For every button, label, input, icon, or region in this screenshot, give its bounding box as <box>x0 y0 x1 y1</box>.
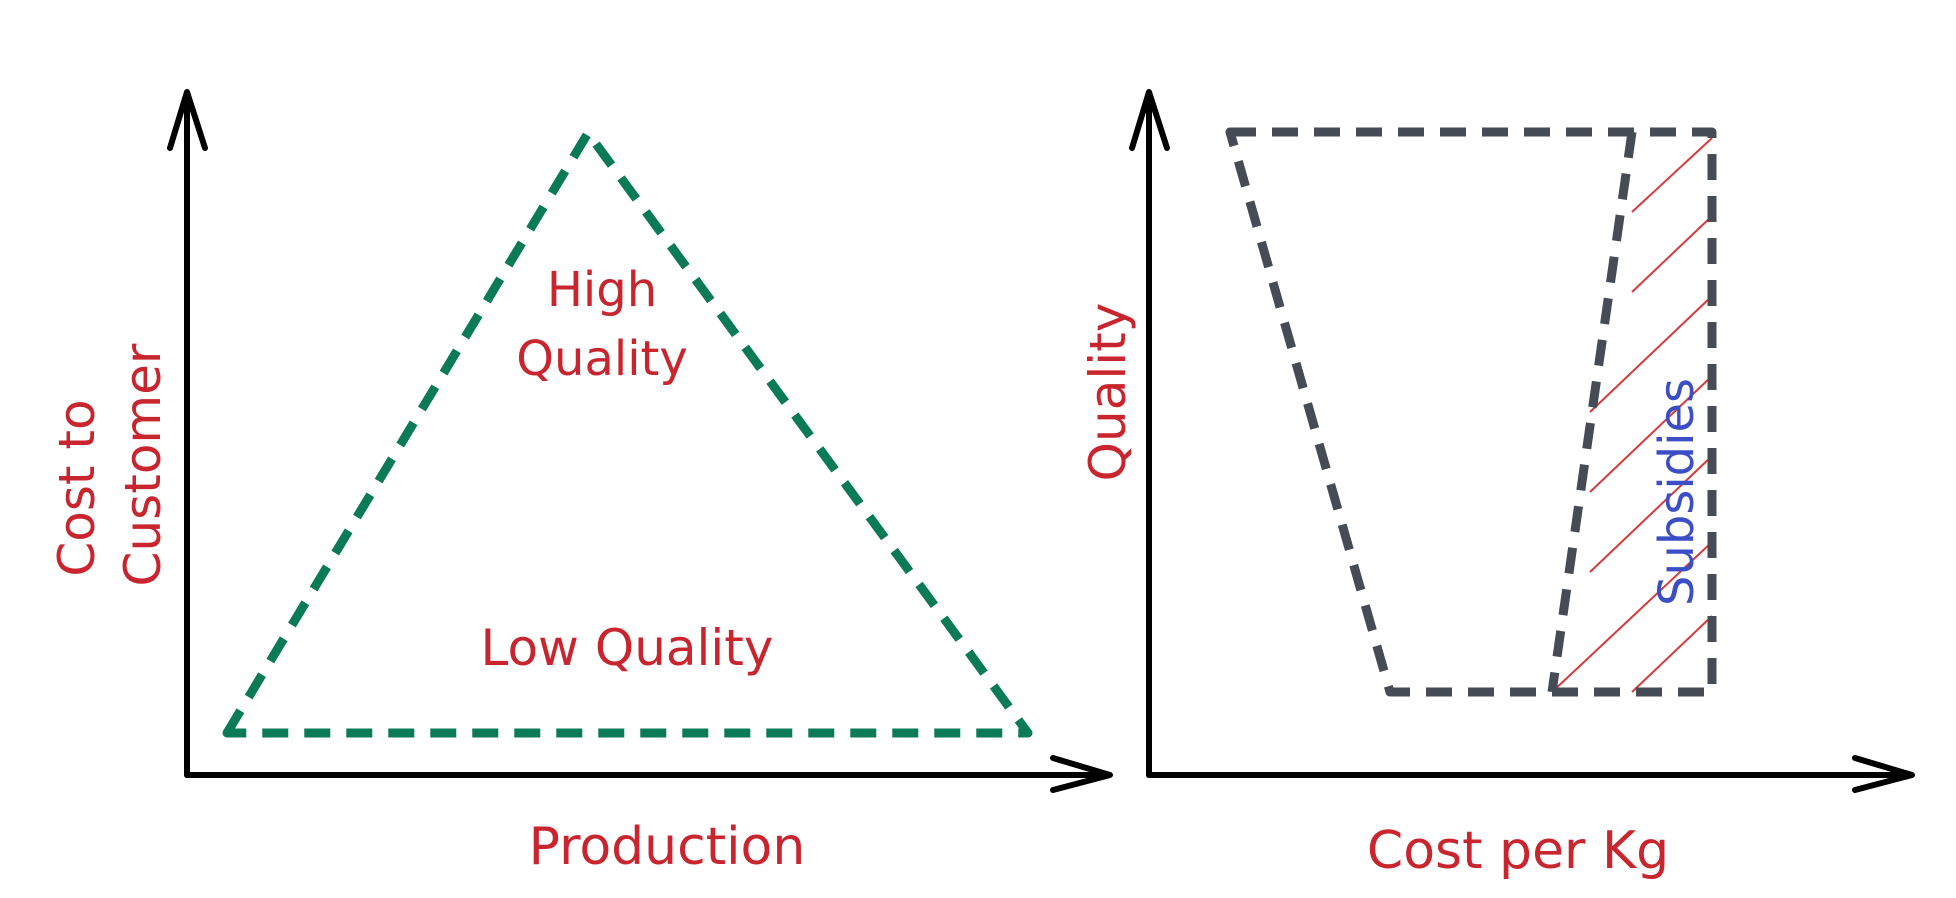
low-quality-label: Low Quality <box>480 619 773 677</box>
high-quality-label-line2: Quality <box>516 331 688 387</box>
left-diagram: Cost to Customer Production High Quality… <box>48 89 1113 877</box>
left-y-axis-arrowhead <box>167 89 208 151</box>
left-y-axis-label-line2: Customer <box>114 343 172 586</box>
left-x-axis-arrowhead <box>1050 755 1113 793</box>
left-y-axis-label-line1: Cost to <box>48 399 106 576</box>
cost-trapezoid <box>1225 127 1717 697</box>
subsidies-hatching <box>1551 137 1713 693</box>
left-x-axis-label: Production <box>529 817 806 877</box>
right-x-axis-arrowhead <box>1852 755 1915 793</box>
right-diagram: Quality Cost per Kg Subsidies <box>1079 89 1915 881</box>
right-y-axis-arrowhead <box>1129 89 1170 151</box>
right-y-axis-label: Quality <box>1079 303 1137 482</box>
high-quality-label-line1: High <box>547 262 657 318</box>
right-x-axis-label: Cost per Kg <box>1367 821 1669 881</box>
subsidies-divider <box>1547 131 1637 693</box>
subsidies-label: Subsidies <box>1649 378 1705 606</box>
quality-triangle <box>222 128 1033 738</box>
